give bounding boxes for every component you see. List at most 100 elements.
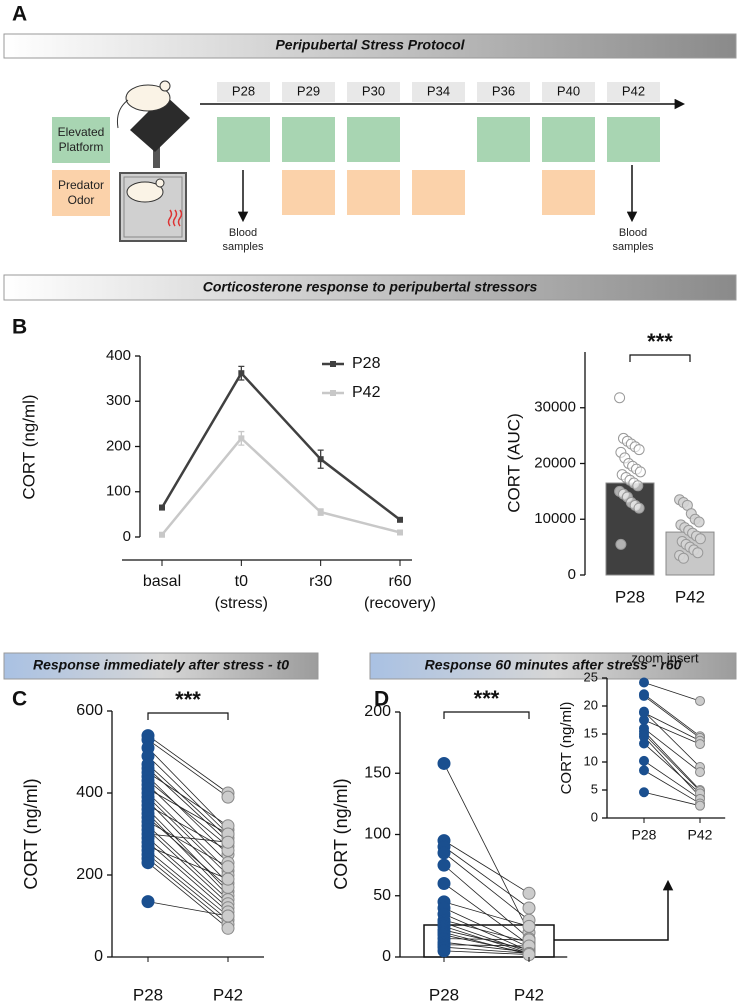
significance-bracket: [147, 712, 229, 720]
y-tick-label: 0: [94, 948, 103, 965]
pair-line: [443, 852, 530, 921]
pair-line: [443, 840, 530, 894]
pair-line: [147, 747, 229, 831]
data-point: [639, 787, 649, 798]
pair-line: [443, 950, 530, 955]
panel-label: A: [12, 3, 27, 26]
pair-line: [443, 864, 530, 939]
pair-line: [443, 929, 530, 951]
series-line: [160, 371, 401, 521]
pair-line: [147, 735, 229, 794]
y-tick-label: 50: [373, 887, 391, 904]
series-line: [161, 436, 401, 536]
pair-line: [147, 800, 229, 884]
stressor-box: [347, 117, 400, 162]
pair-line: [443, 919, 530, 943]
pair-line: [643, 736, 701, 797]
data-point: [437, 877, 451, 890]
y-tick-label: 400: [76, 784, 103, 801]
pair-line: [147, 837, 229, 909]
y-axis-label: CORT (ng/ml): [558, 702, 575, 795]
data-point: [639, 690, 649, 701]
platform-icon: [117, 80, 190, 168]
x-tick-label: P42: [688, 827, 713, 843]
pair-line: [147, 764, 229, 839]
data-point: [678, 552, 689, 564]
x-tick-label: P28: [615, 587, 645, 606]
stressor-box: [282, 117, 335, 162]
day-box: [542, 82, 595, 102]
zoom-connector: [554, 879, 674, 941]
data-point: [522, 901, 536, 915]
pair-line: [643, 760, 701, 800]
y-tick-label: 30000: [534, 399, 576, 416]
data-point: [141, 856, 155, 870]
pair-line: [147, 845, 229, 880]
data-point: [221, 790, 235, 804]
stressor-label: Elevated Platform: [52, 117, 110, 163]
x-tick-label: basal: [143, 573, 181, 590]
y-axis-label: CORT (AUC): [504, 413, 523, 513]
y-tick-label: 0: [568, 566, 576, 583]
marker: [397, 529, 403, 536]
banner-title: Corticosterone response to peripubertal …: [203, 279, 538, 295]
pair-line: [643, 712, 701, 742]
banner-title: Peripubertal Stress Protocol: [275, 37, 465, 53]
pair-line: [147, 854, 229, 921]
data-point: [695, 695, 705, 706]
y-tick-label: 0: [382, 948, 391, 965]
data-point: [437, 944, 451, 958]
blood-label: Blood samples: [222, 227, 264, 253]
day-label: P40: [557, 83, 580, 98]
pair-line: [443, 944, 530, 947]
day-box: [477, 82, 530, 102]
pair-line: [643, 693, 701, 737]
data-point: [639, 765, 649, 776]
data-point: [639, 755, 649, 766]
marker: [317, 456, 324, 463]
day-label: P34: [427, 83, 450, 98]
data-point: [632, 480, 644, 492]
data-point: [634, 466, 646, 478]
y-tick-label: 100: [106, 483, 131, 500]
pair-line: [443, 901, 530, 927]
pair-line: [147, 780, 229, 847]
pair-line: [147, 809, 229, 892]
legend-marker: [330, 390, 336, 396]
pair-line: [443, 913, 530, 952]
pair-line: [443, 907, 530, 948]
pair-line: [147, 792, 229, 872]
pair-line: [443, 932, 530, 955]
stressor-box: [542, 117, 595, 162]
y-tick-label: 400: [106, 347, 131, 364]
pair-line: [147, 901, 229, 917]
pair-line: [643, 770, 701, 804]
pair-line: [147, 768, 229, 843]
legend-label: P28: [352, 355, 381, 372]
marker: [397, 516, 403, 523]
panel-label: B: [12, 316, 27, 339]
stressor-box: [477, 117, 530, 162]
pair-line: [643, 733, 701, 792]
y-axis-label: CORT (ng/ml): [331, 778, 351, 889]
pair-line: [643, 719, 701, 745]
pair-line: [147, 755, 229, 835]
pair-line: [643, 791, 701, 807]
banner: [3, 274, 737, 301]
pair-line: [147, 784, 229, 863]
x-tick-label: P42: [213, 985, 243, 1004]
y-tick-label: 10: [584, 753, 598, 768]
data-point: [633, 444, 645, 456]
x-tick-label: r60: [388, 573, 411, 590]
data-point: [615, 538, 627, 550]
legend-marker: [330, 361, 336, 367]
y-tick-label: 20: [584, 697, 598, 712]
day-box: [217, 82, 270, 102]
y-tick-label: 200: [76, 866, 103, 883]
chart-title: zoom insert: [631, 650, 699, 665]
data-point: [695, 767, 705, 778]
data-point: [437, 756, 451, 770]
day-label: P30: [362, 83, 385, 98]
data-point: [221, 921, 235, 935]
